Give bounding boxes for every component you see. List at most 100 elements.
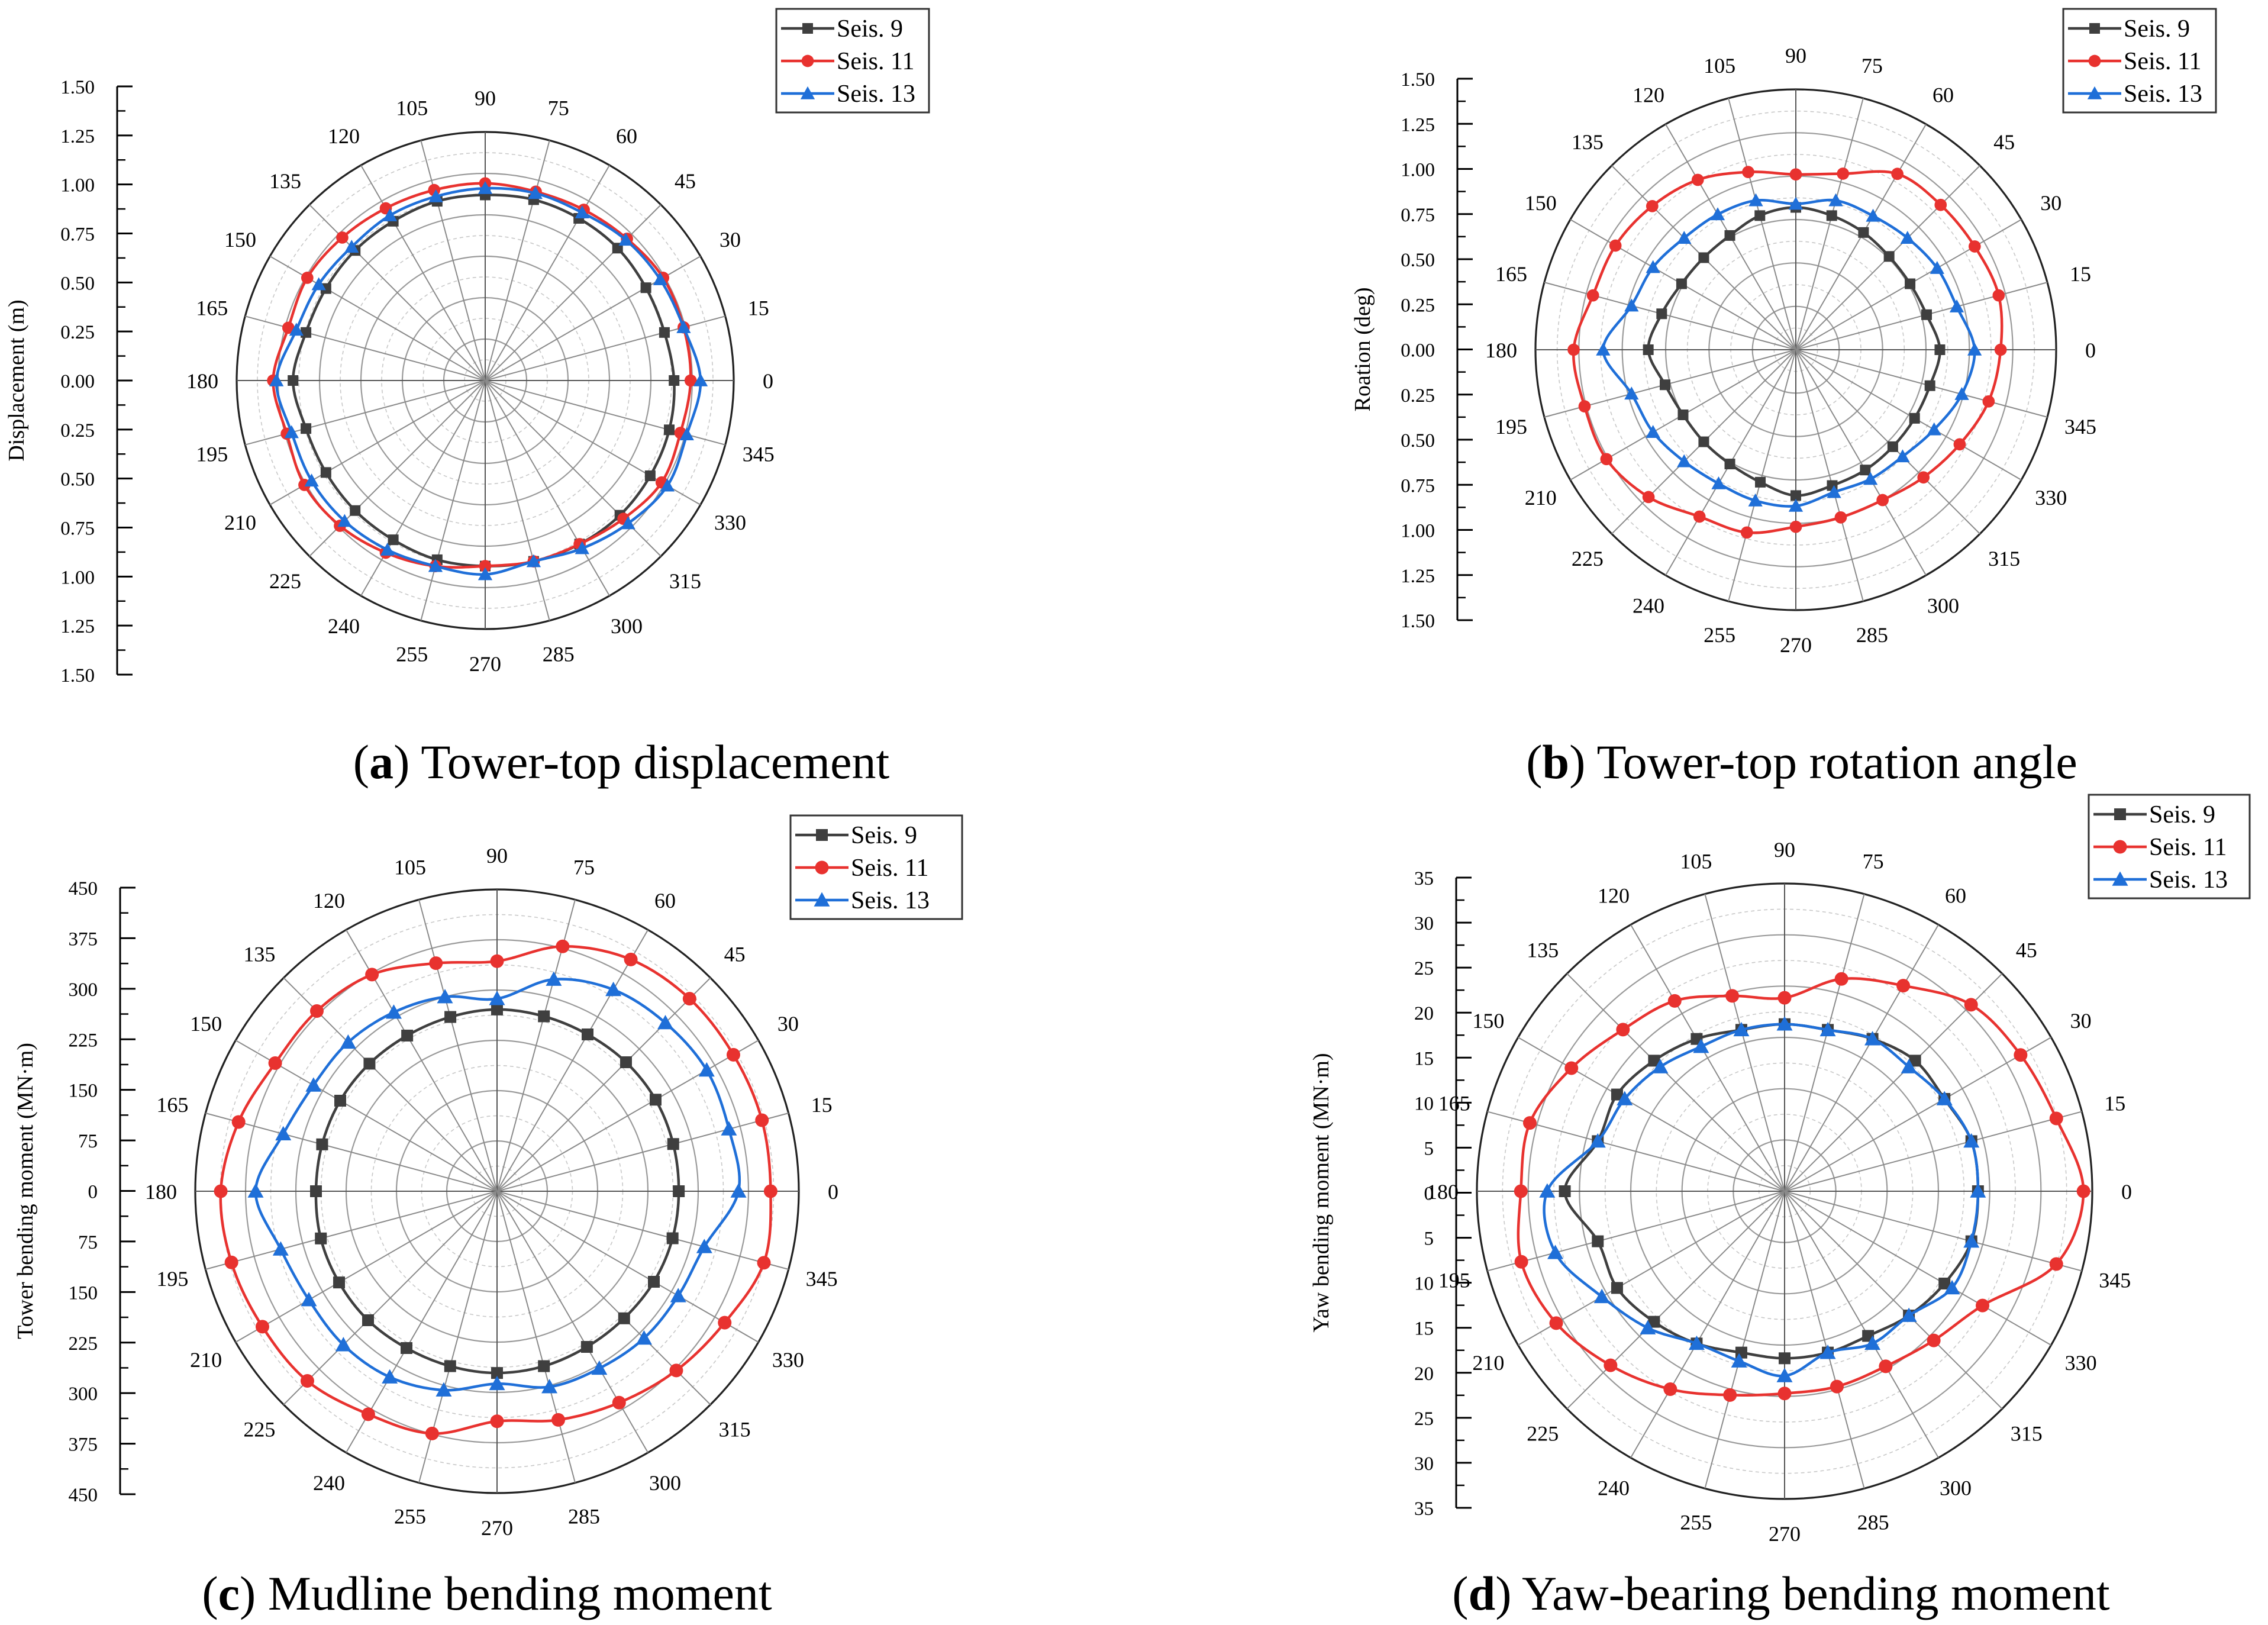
data-point-9 <box>1646 199 1659 212</box>
angle-label-120: 120 <box>328 124 360 148</box>
data-point-6 <box>489 991 505 1005</box>
angle-label-60: 60 <box>616 124 637 148</box>
angle-label-300: 300 <box>611 614 643 638</box>
data-point-17 <box>428 559 443 572</box>
y-axis: 35 30 25 20 15 10 5 0 5 10 15 20 25 30 35 Yaw bending m… <box>1309 868 1472 1520</box>
spoke-255 <box>1728 349 1796 602</box>
data-point-4 <box>1896 979 1911 993</box>
y-axis-title: Roation (deg) <box>1350 287 1375 411</box>
caption-paren: ) <box>1495 1566 1511 1620</box>
spoke-105 <box>418 899 498 1192</box>
data-point-legend-1 <box>2088 54 2101 67</box>
y-tick-label: 225 <box>69 1333 98 1355</box>
angle-label-105: 105 <box>396 96 428 120</box>
data-point-19 <box>1830 1379 1844 1394</box>
y-tick-label: 0.75 <box>1401 205 1435 226</box>
y-tick-label: 15 <box>1414 1318 1434 1340</box>
y-tick-label: 0.00 <box>1401 340 1435 362</box>
data-point-22 <box>670 1288 686 1302</box>
angle-label-15: 15 <box>2070 262 2091 286</box>
y-axis: 450 375 300 225 150 75 0 75 150 225 300 375 450 Tower… <box>13 878 136 1506</box>
angle-label-165: 165 <box>1495 262 1527 286</box>
y-tick-label: 30 <box>1414 1453 1434 1475</box>
data-point-13 <box>1578 400 1591 413</box>
data-point-12 <box>1514 1184 1528 1198</box>
data-point-1 <box>1949 299 1964 312</box>
caption-text: Yaw-bearing bending moment <box>1512 1566 2110 1620</box>
spoke-315 <box>485 380 662 557</box>
angle-label-120: 120 <box>1598 884 1630 907</box>
data-point-12 <box>269 373 284 386</box>
data-point-10 <box>301 272 314 284</box>
legend-label: Seis. 11 <box>837 48 914 75</box>
data-point-1 <box>2049 1111 2063 1126</box>
data-point-4 <box>1891 167 1904 180</box>
data-point-0 <box>1967 342 1982 356</box>
spoke-60 <box>485 165 610 381</box>
angle-label-270: 270 <box>1780 633 1812 657</box>
angle-label-30: 30 <box>2070 1009 2092 1033</box>
y-tick-label: 1.25 <box>1401 114 1435 136</box>
spoke-255 <box>1704 1191 1785 1489</box>
data-point-9 <box>1677 231 1692 244</box>
legend: Seis. 9 Seis. 11 Seis. 13 <box>2062 8 2217 114</box>
data-point-0 <box>693 373 708 386</box>
spoke-45 <box>485 204 662 381</box>
data-point-7 <box>1748 193 1763 207</box>
data-point-16 <box>401 1342 412 1355</box>
data-point-23 <box>679 427 694 441</box>
data-point-legend-2 <box>2112 871 2128 886</box>
spoke-315 <box>1784 1191 2003 1410</box>
angle-label-330: 330 <box>714 511 746 534</box>
spoke-45 <box>1784 973 2003 1192</box>
data-point-9 <box>363 1057 376 1070</box>
angle-label-45: 45 <box>724 942 746 966</box>
data-point-7 <box>437 989 453 1004</box>
spoke-165 <box>1544 282 1796 350</box>
data-point-11 <box>231 1115 246 1129</box>
y-tick-label: 20 <box>1414 1363 1434 1385</box>
data-point-20 <box>580 1341 593 1353</box>
angle-label-195: 195 <box>156 1267 188 1291</box>
data-point-16 <box>382 1369 398 1384</box>
data-point-10 <box>311 277 326 291</box>
data-point-11 <box>1656 308 1667 320</box>
angle-label-165: 165 <box>156 1093 188 1117</box>
angle-label-255: 255 <box>394 1505 426 1529</box>
data-point-14 <box>1646 425 1660 439</box>
angle-label-105: 105 <box>1680 850 1712 873</box>
caption-letter: b <box>1543 735 1570 789</box>
data-point-12 <box>1539 1183 1556 1198</box>
legend-label: Seis. 9 <box>837 15 903 43</box>
spoke-195 <box>205 1191 498 1270</box>
y-tick-label: 1.00 <box>60 567 95 588</box>
data-point-11 <box>1624 298 1639 312</box>
spoke-255 <box>420 380 486 621</box>
angle-label-15: 15 <box>748 296 769 320</box>
data-point-14 <box>1593 1288 1610 1304</box>
data-point-23 <box>1982 395 1995 408</box>
data-point-3 <box>1883 251 1895 262</box>
data-point-15 <box>1677 454 1692 467</box>
data-point-21 <box>635 1330 652 1345</box>
data-point-3 <box>620 1056 632 1069</box>
data-point-0 <box>730 1183 747 1198</box>
data-point-17 <box>444 1360 456 1372</box>
data-point-18 <box>1779 1352 1790 1365</box>
data-point-0 <box>2076 1184 2090 1198</box>
data-point-2 <box>1968 240 1981 253</box>
data-point-23 <box>696 1239 712 1253</box>
data-point-legend-1 <box>801 54 814 67</box>
data-point-3 <box>1900 231 1915 244</box>
angle-label-210: 210 <box>224 511 256 534</box>
data-point-19 <box>551 1413 566 1427</box>
angle-label-180: 180 <box>1485 338 1517 362</box>
data-point-20 <box>1864 1335 1881 1350</box>
data-point-7 <box>1733 1021 1750 1037</box>
data-point-14 <box>301 1292 317 1307</box>
data-point-0 <box>1970 1183 1986 1198</box>
y-tick-label: 450 <box>69 878 98 899</box>
data-point-0 <box>1994 343 2007 356</box>
data-point-3 <box>1909 1055 1921 1067</box>
data-point-12 <box>214 1184 228 1198</box>
